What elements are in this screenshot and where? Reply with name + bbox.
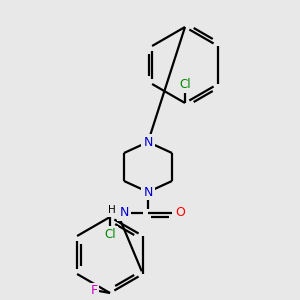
Text: Cl: Cl — [104, 227, 116, 241]
Text: Cl: Cl — [179, 79, 191, 92]
Text: N: N — [143, 136, 153, 148]
Text: N: N — [119, 206, 129, 220]
Text: N: N — [143, 185, 153, 199]
Text: O: O — [175, 206, 185, 220]
Text: H: H — [108, 205, 116, 215]
Text: F: F — [90, 284, 98, 298]
